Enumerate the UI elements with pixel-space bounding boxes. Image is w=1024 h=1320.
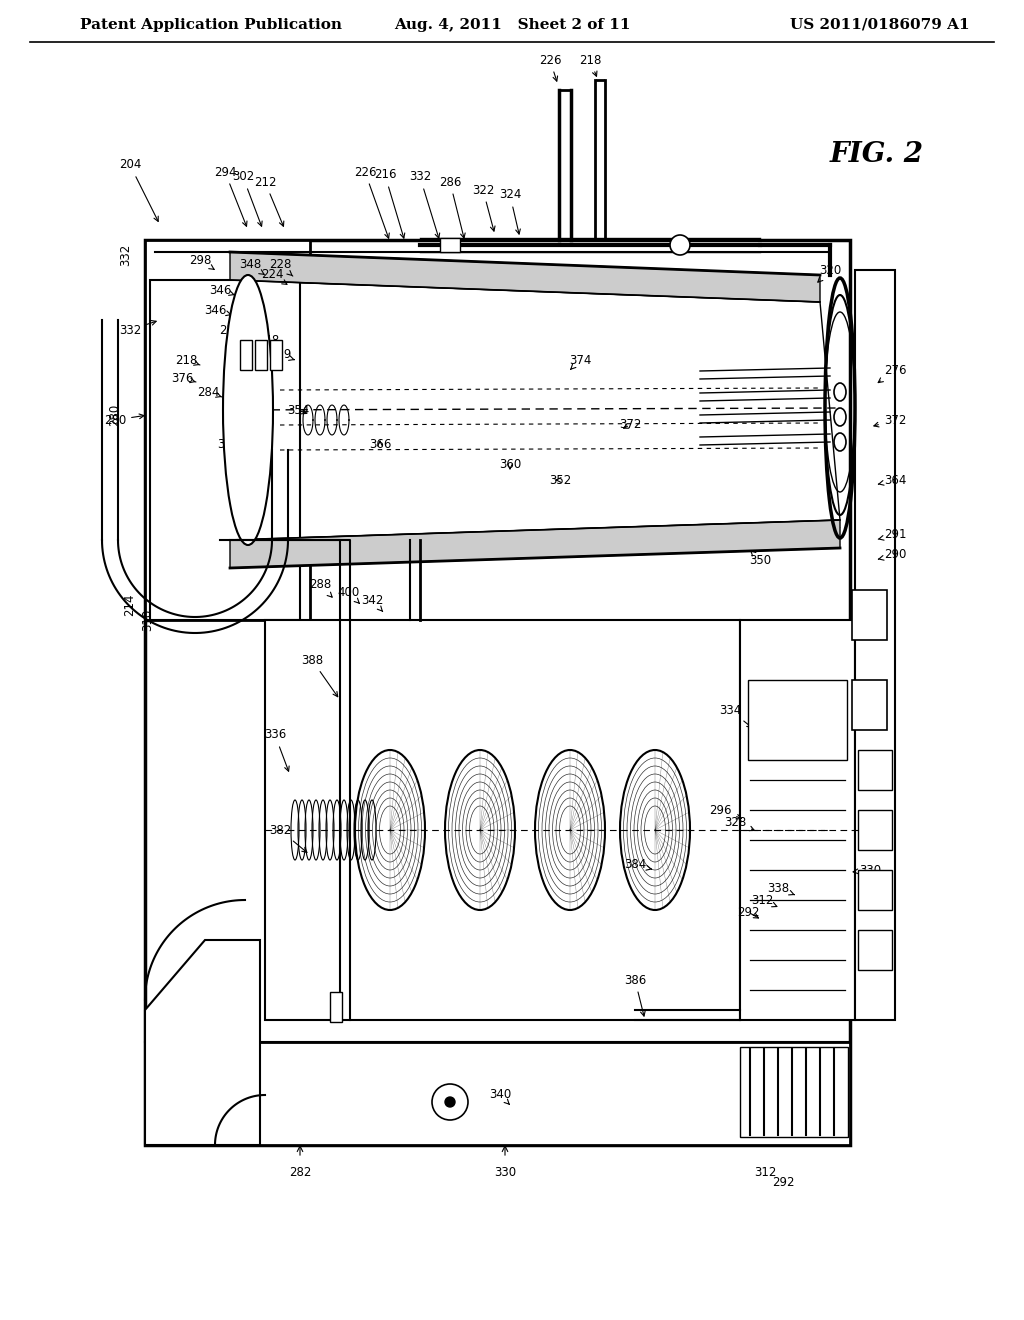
Text: 204: 204 (119, 158, 158, 222)
Text: 352: 352 (549, 474, 571, 487)
Text: 294: 294 (214, 165, 247, 226)
Text: 374: 374 (568, 354, 591, 370)
Text: 320: 320 (818, 264, 841, 282)
Bar (858, 931, 892, 970)
Text: 284: 284 (197, 385, 222, 399)
Text: 332: 332 (409, 170, 439, 238)
Text: 334: 334 (719, 704, 752, 727)
Bar (858, 750, 892, 789)
Text: 338: 338 (767, 882, 795, 895)
Text: 296: 296 (709, 804, 741, 818)
Text: 348: 348 (257, 334, 283, 346)
Polygon shape (230, 520, 840, 568)
Text: 214: 214 (124, 594, 136, 616)
Text: US 2011/0186079 A1: US 2011/0186079 A1 (791, 18, 970, 32)
Text: 332: 332 (119, 321, 157, 337)
Text: 224: 224 (261, 268, 287, 284)
Text: 292: 292 (736, 906, 759, 919)
Text: 302: 302 (231, 170, 262, 226)
Text: 388: 388 (301, 653, 338, 697)
Ellipse shape (834, 383, 846, 401)
Bar (270, 341, 282, 370)
Text: 336: 336 (264, 729, 289, 771)
Text: 379: 379 (269, 348, 294, 362)
Text: 226: 226 (539, 54, 561, 81)
Circle shape (432, 1084, 468, 1119)
Bar (852, 680, 887, 730)
Polygon shape (145, 940, 260, 1144)
Bar (852, 590, 887, 640)
Text: 322: 322 (472, 183, 495, 231)
Text: 330: 330 (494, 1166, 516, 1179)
Text: 342: 342 (360, 594, 383, 611)
Polygon shape (230, 280, 840, 540)
Bar (145, 240, 850, 1144)
Text: 372: 372 (618, 418, 641, 432)
Text: 384: 384 (624, 858, 651, 871)
Bar (265, 620, 740, 1020)
Bar (440, 238, 460, 252)
Text: 310: 310 (141, 609, 155, 631)
Text: 382: 382 (269, 824, 307, 853)
Text: 291: 291 (879, 528, 906, 541)
Circle shape (670, 235, 690, 255)
Text: 330: 330 (853, 863, 881, 876)
Text: 228: 228 (269, 259, 293, 276)
Text: 328: 328 (724, 816, 755, 830)
Text: 280: 280 (103, 413, 144, 426)
Polygon shape (230, 252, 820, 302)
Bar (740, 1047, 848, 1137)
Bar (748, 680, 847, 760)
Bar (740, 620, 855, 1020)
Text: 350: 350 (749, 550, 771, 566)
Text: 298: 298 (188, 253, 214, 269)
Text: 212: 212 (254, 176, 284, 226)
Text: 280: 280 (109, 404, 122, 426)
Text: 340: 340 (488, 1089, 511, 1105)
Text: 354: 354 (287, 404, 309, 417)
Text: 400: 400 (337, 586, 359, 603)
Ellipse shape (834, 408, 846, 426)
Text: Patent Application Publication: Patent Application Publication (80, 18, 342, 32)
Text: 372: 372 (873, 413, 906, 426)
Text: 346: 346 (209, 284, 234, 297)
Bar (145, 1041, 850, 1144)
Bar (858, 810, 892, 850)
Text: 346: 346 (204, 304, 231, 317)
Bar (330, 993, 342, 1022)
Text: 380: 380 (217, 438, 242, 451)
Text: 220: 220 (219, 323, 247, 337)
Text: 292: 292 (772, 1176, 795, 1188)
Text: 288: 288 (309, 578, 332, 597)
Text: FIG. 2: FIG. 2 (830, 141, 924, 169)
Text: 364: 364 (879, 474, 906, 487)
Text: 324: 324 (499, 189, 521, 234)
Text: 348: 348 (239, 259, 264, 275)
Bar (855, 271, 895, 1020)
Bar (858, 870, 892, 909)
Text: 276: 276 (879, 363, 906, 383)
Text: 286: 286 (439, 176, 465, 238)
Text: 226: 226 (353, 165, 389, 238)
Ellipse shape (223, 275, 273, 545)
Text: 312: 312 (751, 894, 777, 907)
Text: 386: 386 (624, 974, 646, 1016)
Bar (255, 341, 267, 370)
Circle shape (445, 1097, 455, 1107)
Bar (145, 240, 310, 620)
Text: 332: 332 (120, 244, 132, 267)
Text: 218: 218 (579, 54, 601, 77)
Text: 290: 290 (879, 549, 906, 561)
Text: 312: 312 (754, 1166, 776, 1179)
Bar (240, 341, 252, 370)
Text: 360: 360 (499, 458, 521, 471)
Text: 216: 216 (374, 169, 404, 238)
Text: Aug. 4, 2011   Sheet 2 of 11: Aug. 4, 2011 Sheet 2 of 11 (394, 18, 630, 32)
Bar (150, 280, 300, 620)
Text: 366: 366 (369, 438, 391, 451)
Ellipse shape (834, 433, 846, 451)
Text: 218: 218 (175, 354, 200, 367)
Text: 282: 282 (289, 1166, 311, 1179)
Text: 376: 376 (171, 371, 196, 384)
